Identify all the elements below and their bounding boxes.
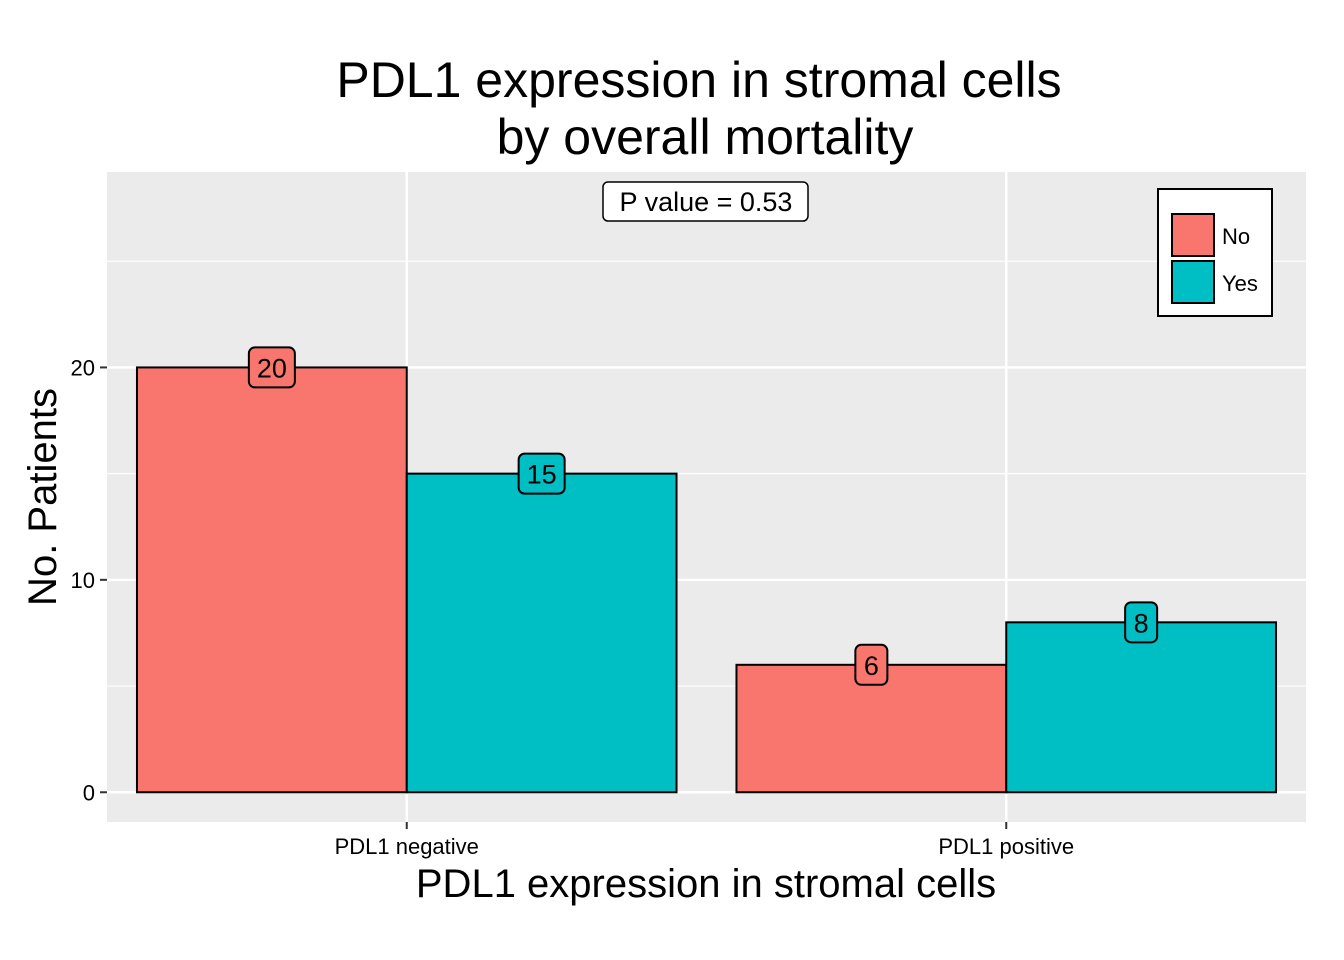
legend-key-yes <box>1171 260 1215 304</box>
data-label-box <box>1124 601 1159 644</box>
p-value-text: P value = 0.53 <box>620 187 793 217</box>
x-axis: PDL1 negative PDL1 positive <box>335 822 1074 859</box>
bars <box>135 366 1278 794</box>
bar-no <box>135 366 408 794</box>
bar-no <box>735 663 1008 794</box>
data-label-box <box>247 346 296 389</box>
y-tick-label: 0 <box>83 780 95 805</box>
x-axis-title: PDL1 expression in stromal cells <box>416 862 996 906</box>
legend-label: No <box>1222 224 1250 249</box>
bar-yes <box>405 472 678 794</box>
data-label: 8 <box>1134 608 1149 638</box>
y-axis: 0 10 20 <box>71 355 107 805</box>
bar-yes <box>1005 621 1278 794</box>
chart-title-line-2: by overall mortality <box>497 109 914 165</box>
x-tick-label: PDL1 negative <box>335 834 479 859</box>
data-labels: 20 15 6 8 <box>247 346 1159 686</box>
data-label: 15 <box>527 460 557 490</box>
y-axis-title: No. Patients <box>21 388 65 606</box>
data-label-box <box>854 643 889 686</box>
y-tick-label: 10 <box>71 568 95 593</box>
p-value-annotation: P value = 0.53 <box>602 181 809 222</box>
legend-label: Yes <box>1222 271 1258 296</box>
data-label: 6 <box>864 651 879 681</box>
data-label: 20 <box>257 353 287 383</box>
x-tick-label: PDL1 positive <box>938 834 1074 859</box>
data-label-box <box>517 452 566 495</box>
chart-title-line-1: PDL1 expression in stromal cells <box>336 52 1061 108</box>
legend-key-no <box>1171 213 1215 257</box>
legend: No Yes <box>1157 188 1273 317</box>
y-tick-label: 20 <box>71 355 95 380</box>
